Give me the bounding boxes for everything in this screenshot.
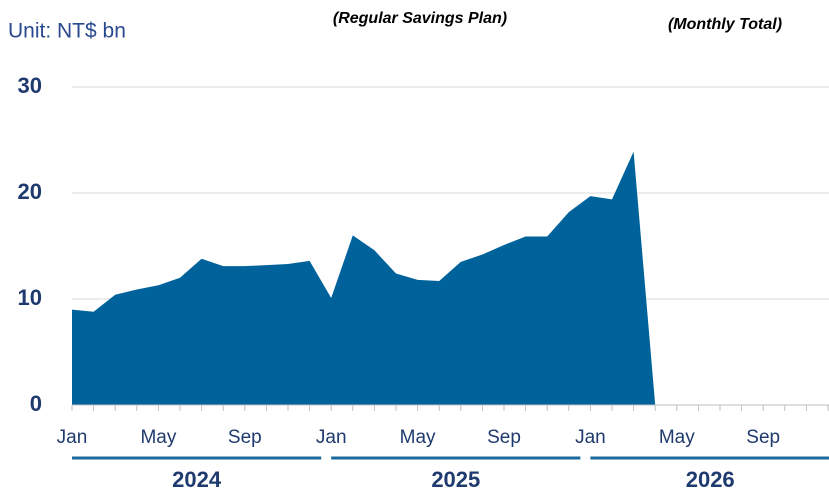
y-tick-label: 30 [18, 73, 42, 98]
x-tick-label: Sep [487, 427, 521, 448]
area [72, 151, 656, 405]
annotation: (Regular Savings Plan) [333, 10, 507, 27]
x-tick-label: May [140, 427, 176, 448]
x-tick-label: May [659, 427, 695, 448]
x-tick-label: Jan [57, 427, 88, 448]
year-label: 2026 [686, 467, 735, 492]
y-tick-label: 0 [30, 391, 42, 416]
x-tick-label: Jan [316, 427, 347, 448]
x-tick-label: May [400, 427, 436, 448]
y-tick-label: 10 [18, 285, 42, 310]
annotation: (Monthly Total) [668, 16, 782, 33]
unit-label: Unit: NT$ bn [8, 20, 126, 43]
year-label: 2024 [172, 467, 222, 492]
x-tick-label: Jan [575, 427, 606, 448]
x-tick-label: Sep [746, 427, 780, 448]
y-tick-label: 20 [18, 179, 42, 204]
x-tick-label: Sep [228, 427, 262, 448]
year-label: 2025 [431, 467, 480, 492]
